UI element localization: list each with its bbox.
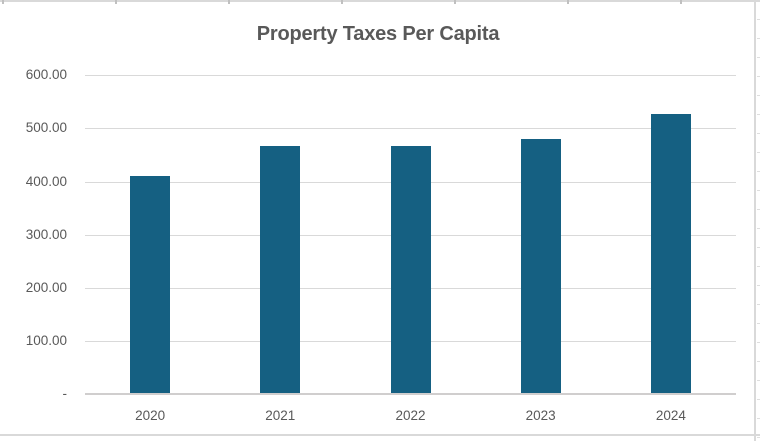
row-gridline-stub (757, 361, 760, 362)
row-gridline-stub (757, 437, 760, 438)
row-gridline-stub (757, 342, 760, 343)
row-gridline-stub (757, 209, 760, 210)
bar-2023[interactable] (520, 139, 561, 394)
row-gridline-stub (757, 399, 760, 400)
row-gridline-stub (757, 76, 760, 77)
row-gridline-stub (757, 304, 760, 305)
row-gridline-stub (757, 323, 760, 324)
column-gridline-stub (115, 0, 117, 4)
column-gridline-stub (228, 0, 230, 4)
x-axis-line (85, 393, 736, 395)
row-gridline-stub (757, 285, 760, 286)
y-tick-label-300: 300.00 (25, 226, 67, 242)
chart-border-bottom (0, 434, 760, 436)
column-gridline-stub (567, 0, 569, 4)
x-tick-label-2022: 2022 (395, 408, 426, 423)
y-tick-label-0: - (62, 386, 68, 401)
gridline-600 (85, 75, 736, 77)
x-tick-label-2021: 2021 (265, 408, 296, 423)
row-gridline-stub (757, 38, 760, 39)
y-tick-label-600: 600.00 (25, 67, 67, 83)
row-gridline-stub (757, 133, 760, 134)
x-tick-label-2020: 2020 (135, 408, 166, 423)
bar-2022[interactable] (390, 145, 431, 394)
bar-2020[interactable] (130, 175, 171, 394)
column-gridline-stub (680, 0, 682, 4)
x-tick-label-2023: 2023 (525, 408, 556, 423)
column-gridline-stub (454, 0, 456, 4)
row-gridline-stub (757, 380, 760, 381)
row-gridline-stub (757, 171, 760, 172)
gridline-500 (85, 128, 736, 130)
row-gridline-stub (757, 190, 760, 191)
row-gridline-stub (757, 247, 760, 248)
row-gridline-stub (757, 228, 760, 229)
chart-border-top (0, 0, 760, 2)
y-tick-label-200: 200.00 (25, 279, 67, 295)
row-gridline-stub (757, 95, 760, 96)
row-gridline-stub (757, 57, 760, 58)
bar-2024[interactable] (650, 114, 691, 394)
row-gridline-stub (757, 19, 760, 20)
y-tick-label-100: 100.00 (25, 332, 67, 348)
chart-title: Property Taxes Per Capita (256, 23, 500, 45)
column-gridline-stub (341, 0, 343, 4)
bar-2021[interactable] (260, 145, 301, 394)
x-tick-label-2024: 2024 (655, 408, 686, 423)
column-gridline-stub (2, 0, 4, 4)
y-tick-label-400: 400.00 (25, 173, 67, 189)
row-gridline-stub (757, 418, 760, 419)
chart-border-right (754, 0, 756, 441)
y-tick-label-500: 500.00 (25, 120, 67, 136)
row-gridline-stub (757, 266, 760, 267)
row-gridline-stub (757, 152, 760, 153)
row-gridline-stub (757, 114, 760, 115)
